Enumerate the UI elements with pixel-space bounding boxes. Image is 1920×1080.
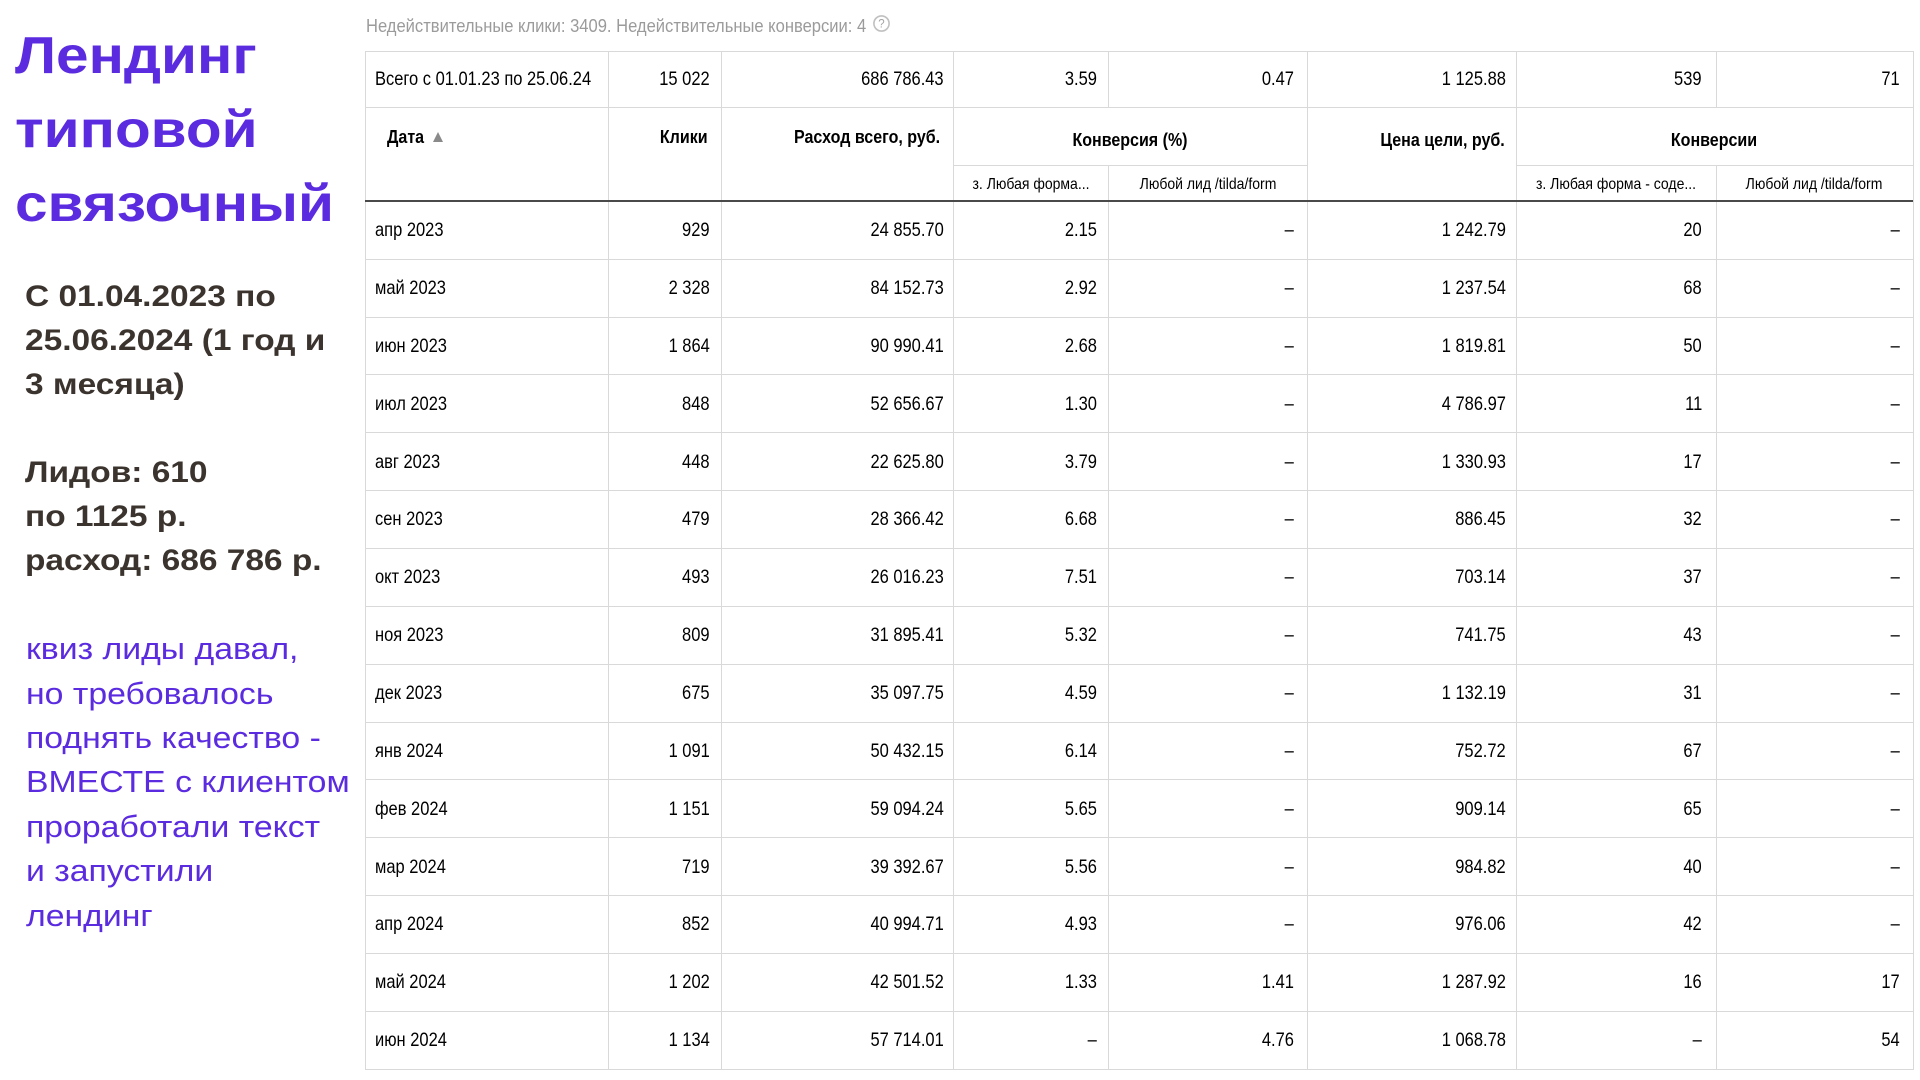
svg-text:?: ? (878, 18, 884, 30)
